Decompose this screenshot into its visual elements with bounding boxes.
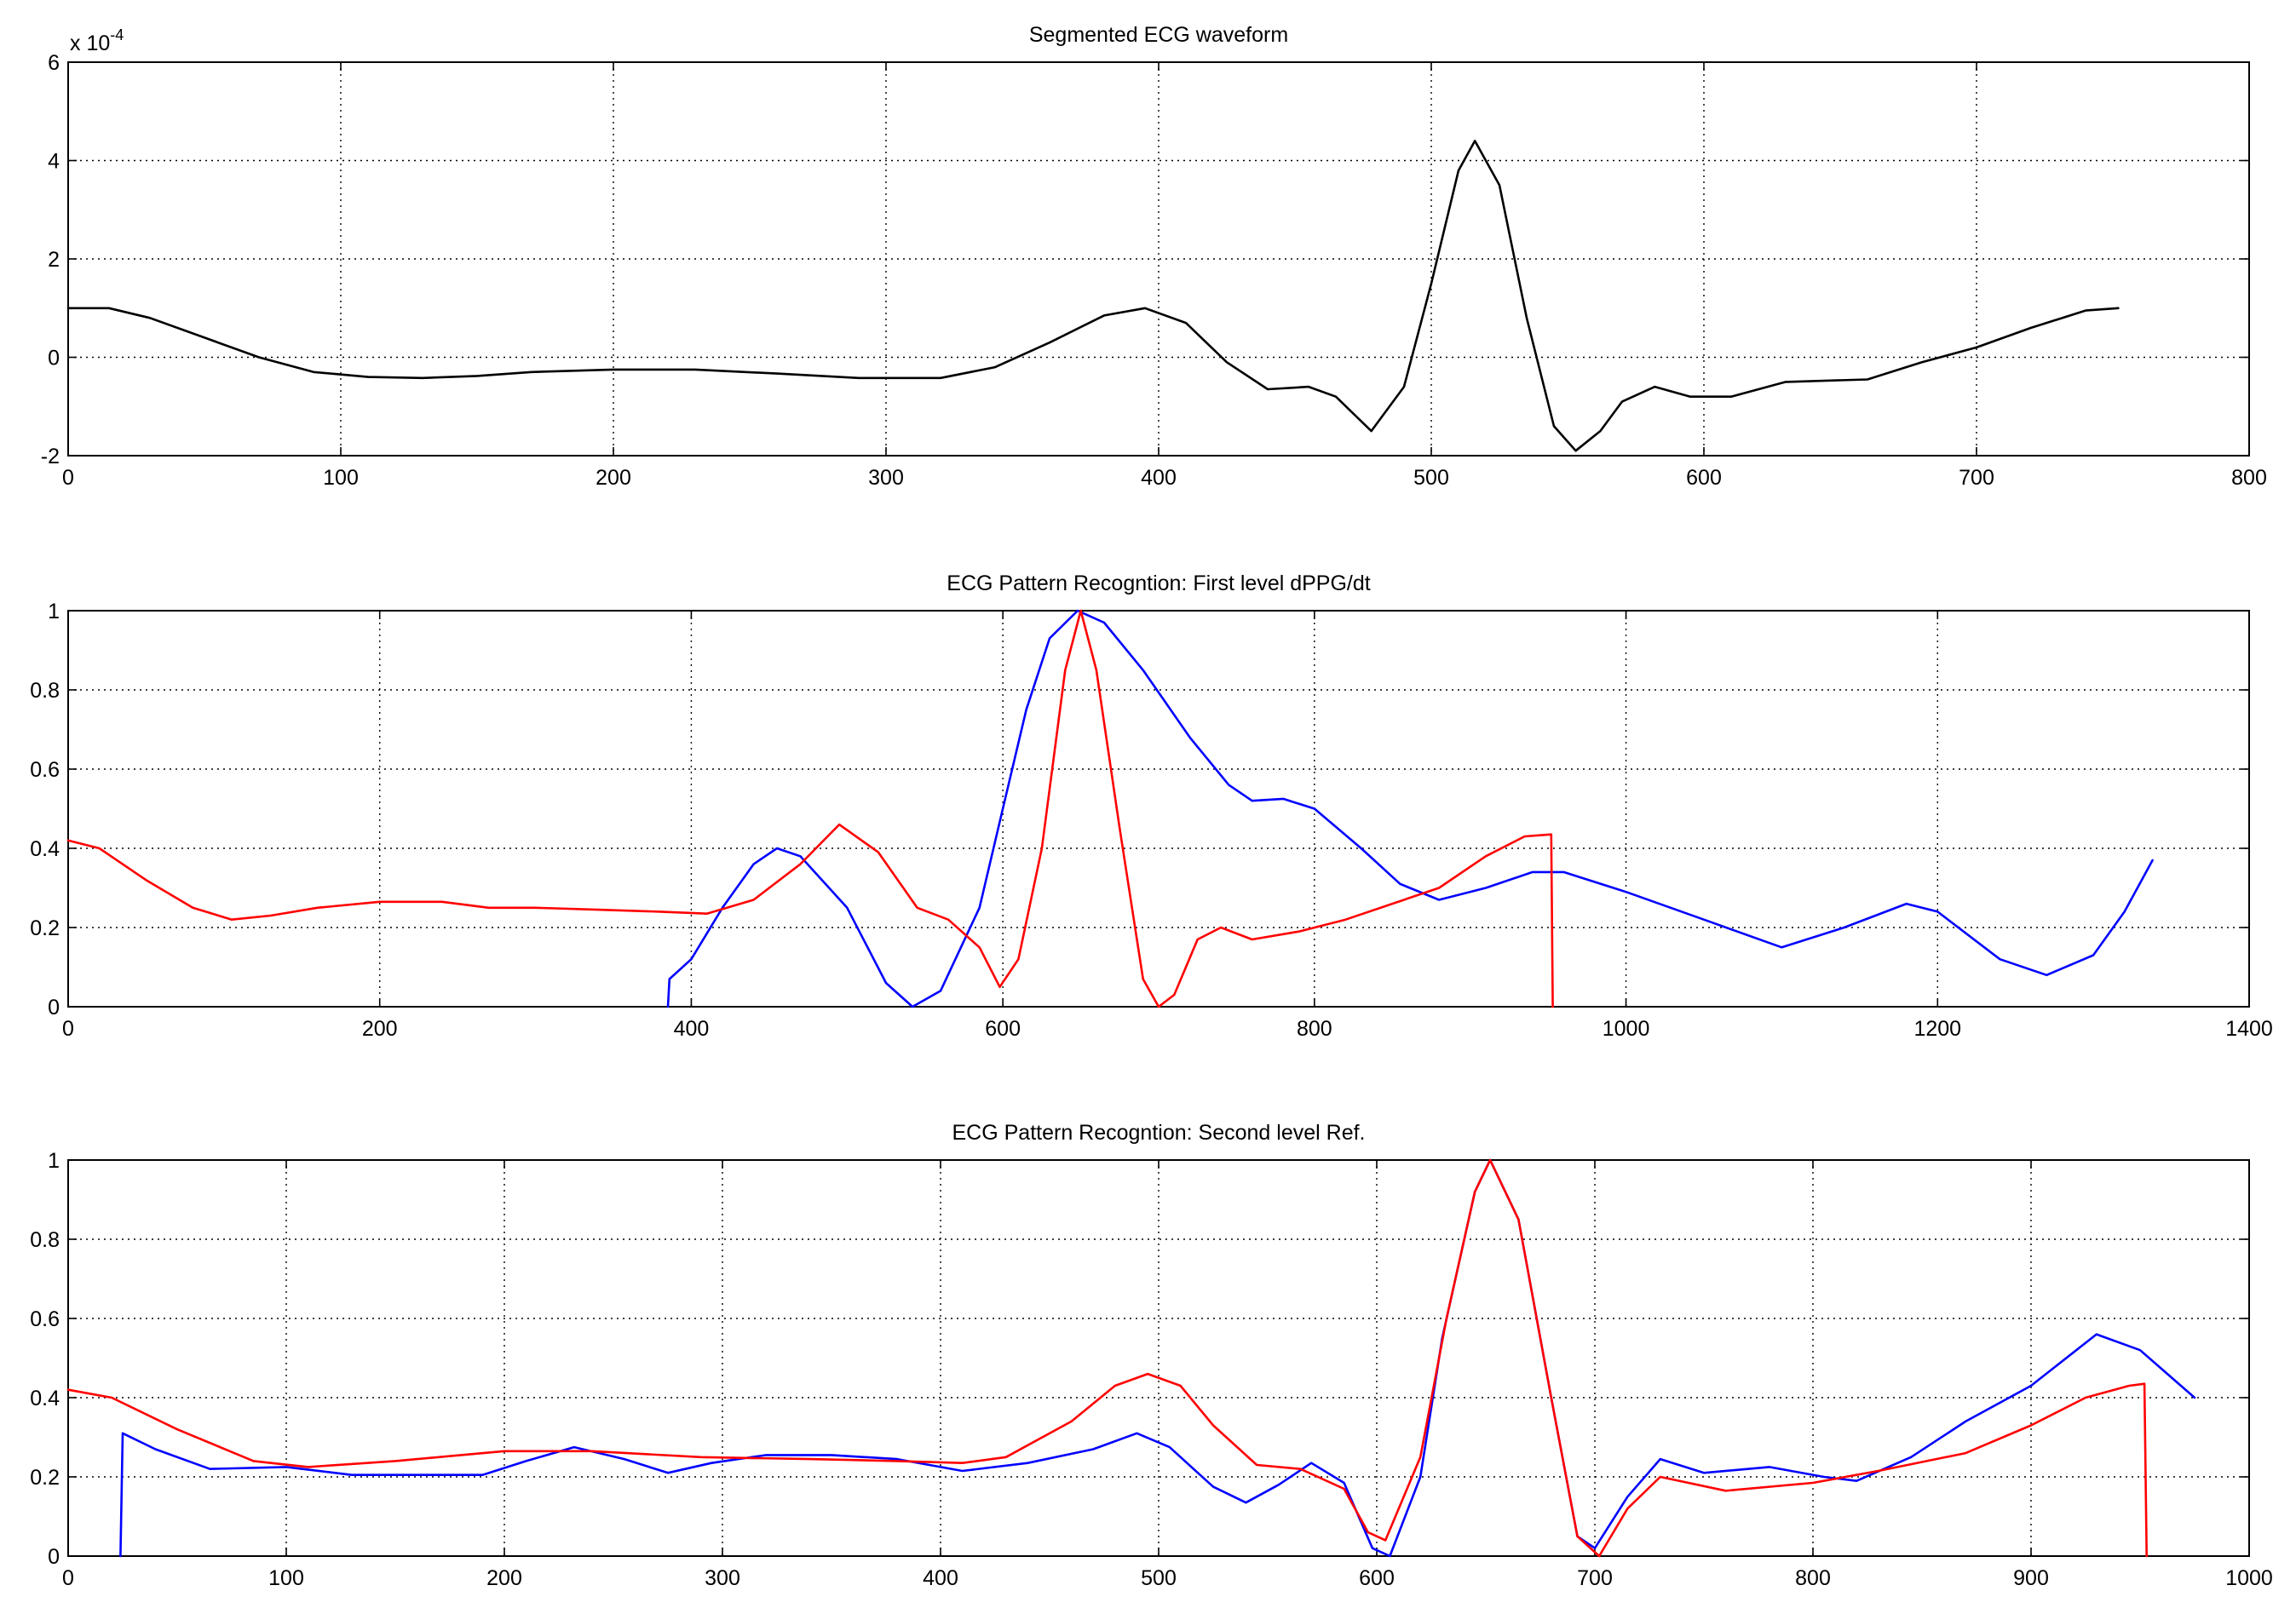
y-tick-label: -2 <box>41 445 60 468</box>
y-tick-label: 0.6 <box>30 1307 60 1331</box>
y-tick-label: 6 <box>48 51 60 75</box>
x-tick-label: 700 <box>1577 1566 1613 1590</box>
chart-title: Segmented ECG waveform <box>1029 23 1288 47</box>
x-tick-label: 600 <box>985 1017 1021 1041</box>
y-tick-label: 0.4 <box>30 1387 60 1410</box>
x-tick-label: 0 <box>62 1017 74 1041</box>
x-tick-label: 400 <box>923 1566 958 1590</box>
series-line-1 <box>66 140 2120 452</box>
chart-panel-3: 0 100 200 300 400 500 600 700 800 900 1000 0 0.2 0.4 0… <box>30 1121 2273 1590</box>
plot-area <box>67 610 2250 1008</box>
x-tick-label: 200 <box>486 1566 522 1590</box>
chart-title: ECG Pattern Recogntion: Second level Ref… <box>952 1121 1366 1145</box>
y-tick-label: 0 <box>48 347 60 370</box>
y-tick-label: 0.6 <box>30 758 60 782</box>
x-tick-label: 1200 <box>1913 1017 1961 1041</box>
y-tick-label: 1 <box>48 600 60 623</box>
y-exponent-label: x 10-4 <box>70 26 124 55</box>
x-tick-label: 100 <box>323 466 359 490</box>
x-tick-label: 400 <box>674 1017 710 1041</box>
x-tick-label: 1400 <box>2225 1017 2273 1041</box>
series-line-2 <box>66 1158 2148 1558</box>
y-tick-label: 0.8 <box>30 679 60 703</box>
x-tick-label: 0 <box>62 466 74 490</box>
series-line-1 <box>119 1158 2196 1558</box>
x-tick-label: 600 <box>1686 466 1722 490</box>
series-line-2 <box>66 609 1554 1008</box>
y-tick-label: 0 <box>48 1545 60 1569</box>
y-tick-label: 1 <box>48 1149 60 1173</box>
chart-title: ECG Pattern Recogntion: First level dPPG… <box>947 572 1370 595</box>
y-tick-label: 4 <box>48 150 60 174</box>
x-tick-label: 200 <box>362 1017 398 1041</box>
x-tick-label: 700 <box>1959 466 1994 490</box>
x-tick-label: 900 <box>2013 1566 2049 1590</box>
y-tick-label: 0.2 <box>30 1466 60 1490</box>
x-tick-label: 500 <box>1141 1566 1177 1590</box>
y-tick-label: 0.8 <box>30 1228 60 1252</box>
x-tick-label: 0 <box>62 1566 74 1590</box>
x-tick-label: 300 <box>705 1566 740 1590</box>
x-tick-label: 600 <box>1359 1566 1395 1590</box>
x-tick-label: 200 <box>596 466 631 490</box>
x-tick-label: 800 <box>2231 466 2267 490</box>
x-tick-label: 800 <box>1795 1566 1831 1590</box>
x-tick-label: 300 <box>868 466 904 490</box>
series-line-1 <box>666 609 2154 1008</box>
x-tick-label: 500 <box>1413 466 1449 490</box>
x-tick-label: 1000 <box>1603 1017 1650 1041</box>
x-tick-label: 800 <box>1297 1017 1332 1041</box>
x-tick-label: 400 <box>1141 466 1177 490</box>
y-tick-label: 0.4 <box>30 837 60 861</box>
y-tick-label: 0 <box>48 996 60 1020</box>
y-tick-label: 2 <box>48 248 60 272</box>
chart-panel-2: 0 200 400 600 800 1000 1200 1400 0 0.2 0.4 0.6 0.8 1 E… <box>30 572 2273 1041</box>
y-tick-label: 0.2 <box>30 916 60 940</box>
x-tick-label: 1000 <box>2225 1566 2273 1590</box>
x-tick-label: 100 <box>268 1566 304 1590</box>
